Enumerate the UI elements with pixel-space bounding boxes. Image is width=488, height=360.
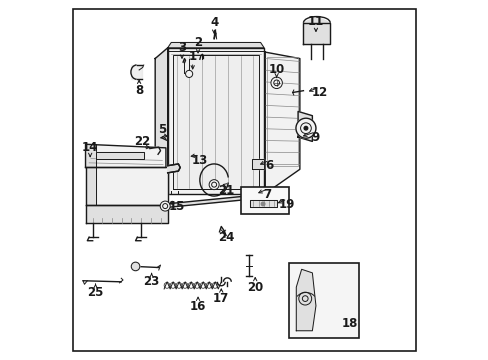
- Circle shape: [209, 180, 219, 190]
- Text: 10: 10: [268, 63, 284, 76]
- Text: 4: 4: [209, 16, 218, 29]
- Polygon shape: [298, 111, 312, 141]
- Circle shape: [304, 126, 307, 130]
- Text: 7: 7: [263, 188, 271, 201]
- Text: 18: 18: [341, 317, 357, 330]
- Text: 1: 1: [188, 50, 196, 63]
- Text: 23: 23: [143, 275, 160, 288]
- Polygon shape: [131, 65, 142, 79]
- Polygon shape: [85, 144, 96, 205]
- Text: 6: 6: [265, 159, 273, 172]
- Circle shape: [298, 292, 311, 305]
- Polygon shape: [303, 23, 329, 44]
- Polygon shape: [85, 205, 167, 223]
- Bar: [288, 263, 358, 338]
- Polygon shape: [303, 17, 329, 23]
- Text: 25: 25: [87, 286, 103, 299]
- Text: 2: 2: [194, 36, 202, 49]
- Text: 9: 9: [311, 131, 320, 144]
- Bar: [267, 57, 297, 166]
- Text: 16: 16: [189, 300, 206, 313]
- Polygon shape: [167, 164, 180, 173]
- Polygon shape: [296, 269, 315, 331]
- Text: 5: 5: [158, 123, 166, 136]
- Text: 3: 3: [178, 41, 185, 54]
- Text: 8: 8: [135, 84, 143, 97]
- Text: 14: 14: [82, 141, 98, 154]
- Polygon shape: [167, 42, 264, 48]
- Text: 11: 11: [307, 14, 324, 27]
- Polygon shape: [96, 152, 144, 159]
- Polygon shape: [251, 158, 264, 169]
- Bar: [241, 187, 288, 214]
- Circle shape: [295, 118, 315, 138]
- Text: 17: 17: [213, 292, 229, 305]
- Circle shape: [185, 70, 192, 77]
- Circle shape: [131, 262, 140, 271]
- Polygon shape: [155, 48, 167, 205]
- Text: 19: 19: [279, 198, 295, 211]
- Polygon shape: [249, 200, 276, 207]
- Circle shape: [261, 202, 264, 206]
- Text: 24: 24: [218, 231, 234, 244]
- Text: 22: 22: [134, 135, 150, 148]
- Polygon shape: [155, 194, 264, 208]
- Circle shape: [160, 201, 170, 211]
- Polygon shape: [167, 48, 264, 194]
- Polygon shape: [85, 144, 165, 167]
- Polygon shape: [264, 52, 299, 194]
- Bar: [173, 55, 258, 189]
- Polygon shape: [85, 167, 167, 205]
- Text: 20: 20: [246, 281, 263, 294]
- Text: 12: 12: [311, 86, 327, 99]
- Text: 13: 13: [191, 154, 207, 167]
- Circle shape: [270, 77, 282, 89]
- Text: 21: 21: [218, 184, 234, 197]
- Text: 15: 15: [168, 200, 184, 213]
